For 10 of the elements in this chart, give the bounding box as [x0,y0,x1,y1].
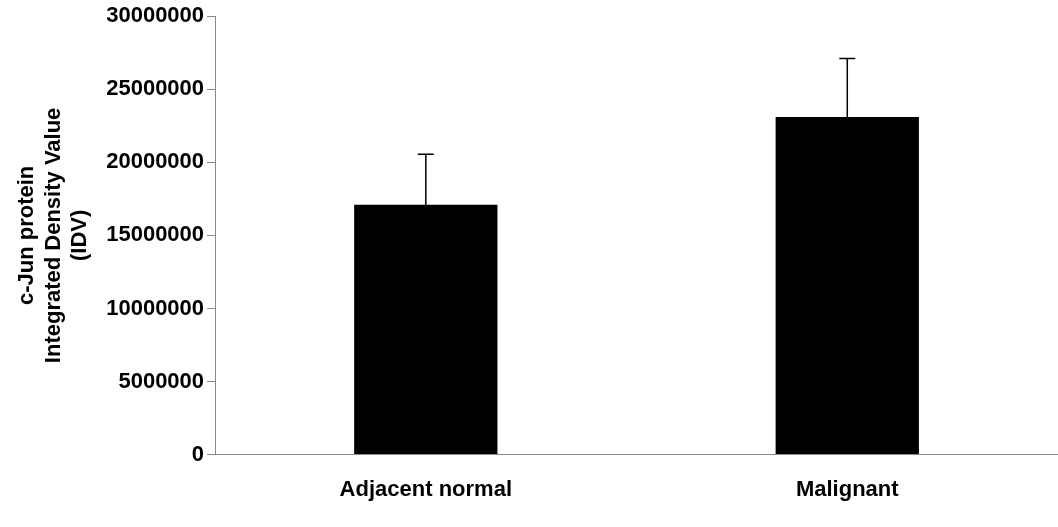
y-tick-label: 25000000 [106,75,205,101]
y-axis-title: c-Jun protein Integrated Density Value (IDV) [13,107,92,364]
y-tick-label: 5000000 [118,367,205,393]
y-tick-label: 10000000 [106,294,205,320]
y-tick-label: 15000000 [106,221,205,247]
y-tick-label: 30000000 [106,2,205,28]
x-tick-label: Malignant [795,475,900,501]
x-tick-label: Adjacent normal [339,475,512,501]
y-tick-label: 20000000 [106,148,205,174]
y-tick-label: 0 [191,440,205,466]
